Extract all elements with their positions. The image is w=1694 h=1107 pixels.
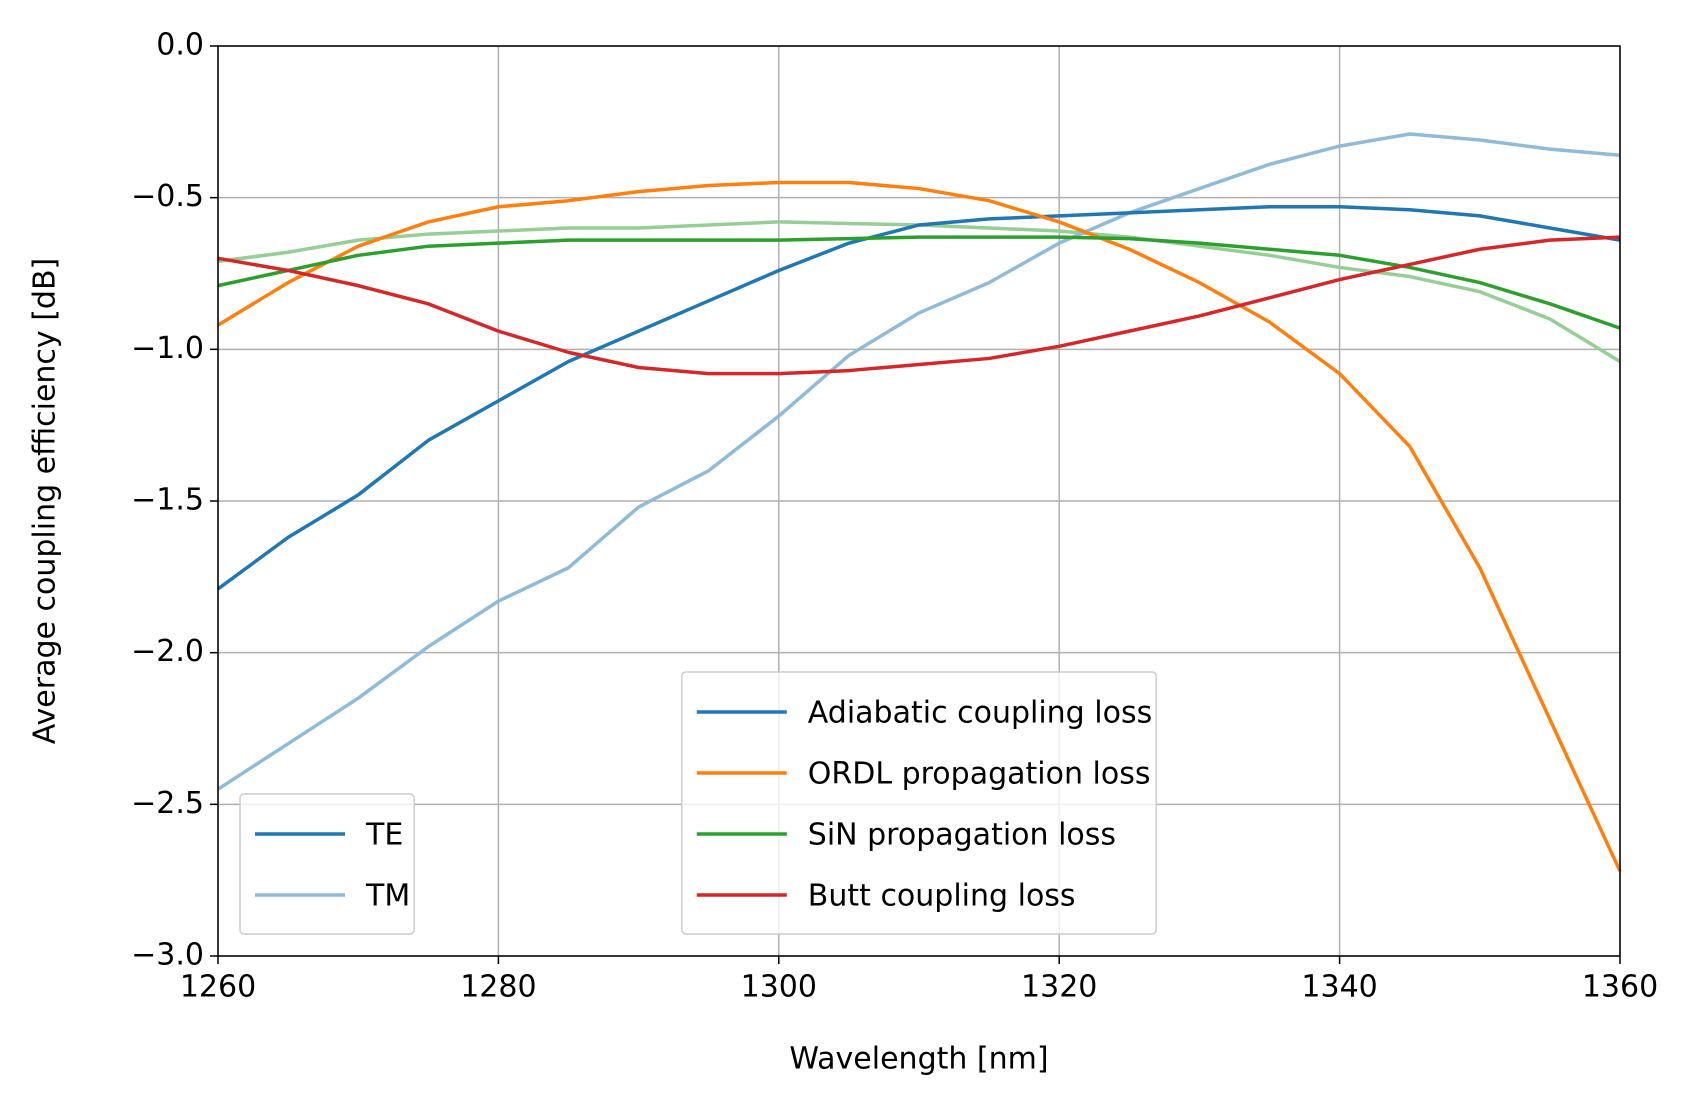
legend-label: TE bbox=[365, 818, 403, 853]
y-tick-label: 0.0 bbox=[156, 28, 204, 63]
series-line bbox=[217, 235, 1621, 330]
x-tick-label: 1280 bbox=[460, 970, 536, 1005]
series-line bbox=[217, 132, 1621, 791]
legend: Adiabatic coupling loss ORDL propagation … bbox=[681, 671, 1157, 935]
y-axis-label: Average coupling efficiency [dB] bbox=[28, 258, 63, 744]
y-tick-label: −0.5 bbox=[131, 179, 204, 214]
x-tick-label: 1260 bbox=[180, 970, 256, 1005]
x-tick-label: 1340 bbox=[1301, 970, 1377, 1005]
legend-label: TM bbox=[365, 879, 410, 914]
legend-label: Adiabatic coupling loss bbox=[808, 696, 1152, 731]
legend-label: ORDL propagation loss bbox=[808, 757, 1151, 792]
legend: TE TM bbox=[239, 793, 415, 935]
y-tick-label: −2.5 bbox=[131, 786, 204, 821]
plot-frame bbox=[217, 45, 1621, 957]
legend-box bbox=[239, 793, 415, 935]
series-line bbox=[217, 220, 1621, 363]
x-axis-label: Wavelength [nm] bbox=[789, 1042, 1048, 1077]
y-tick-label: −3.0 bbox=[131, 938, 204, 973]
series-line bbox=[217, 180, 1622, 872]
series-line bbox=[216, 205, 1621, 591]
y-tick-label: −2.0 bbox=[131, 634, 204, 669]
x-tick-label: 1320 bbox=[1021, 970, 1097, 1005]
y-tick-label: −1.5 bbox=[131, 483, 204, 518]
legend-label: SiN propagation loss bbox=[808, 818, 1116, 853]
y-tick-label: −1.0 bbox=[131, 331, 204, 366]
legend-label: Butt coupling loss bbox=[808, 879, 1076, 914]
x-tick-label: 1360 bbox=[1582, 970, 1658, 1005]
series-line bbox=[217, 235, 1621, 376]
x-tick-label: 1300 bbox=[741, 970, 817, 1005]
legend-box bbox=[681, 671, 1157, 935]
